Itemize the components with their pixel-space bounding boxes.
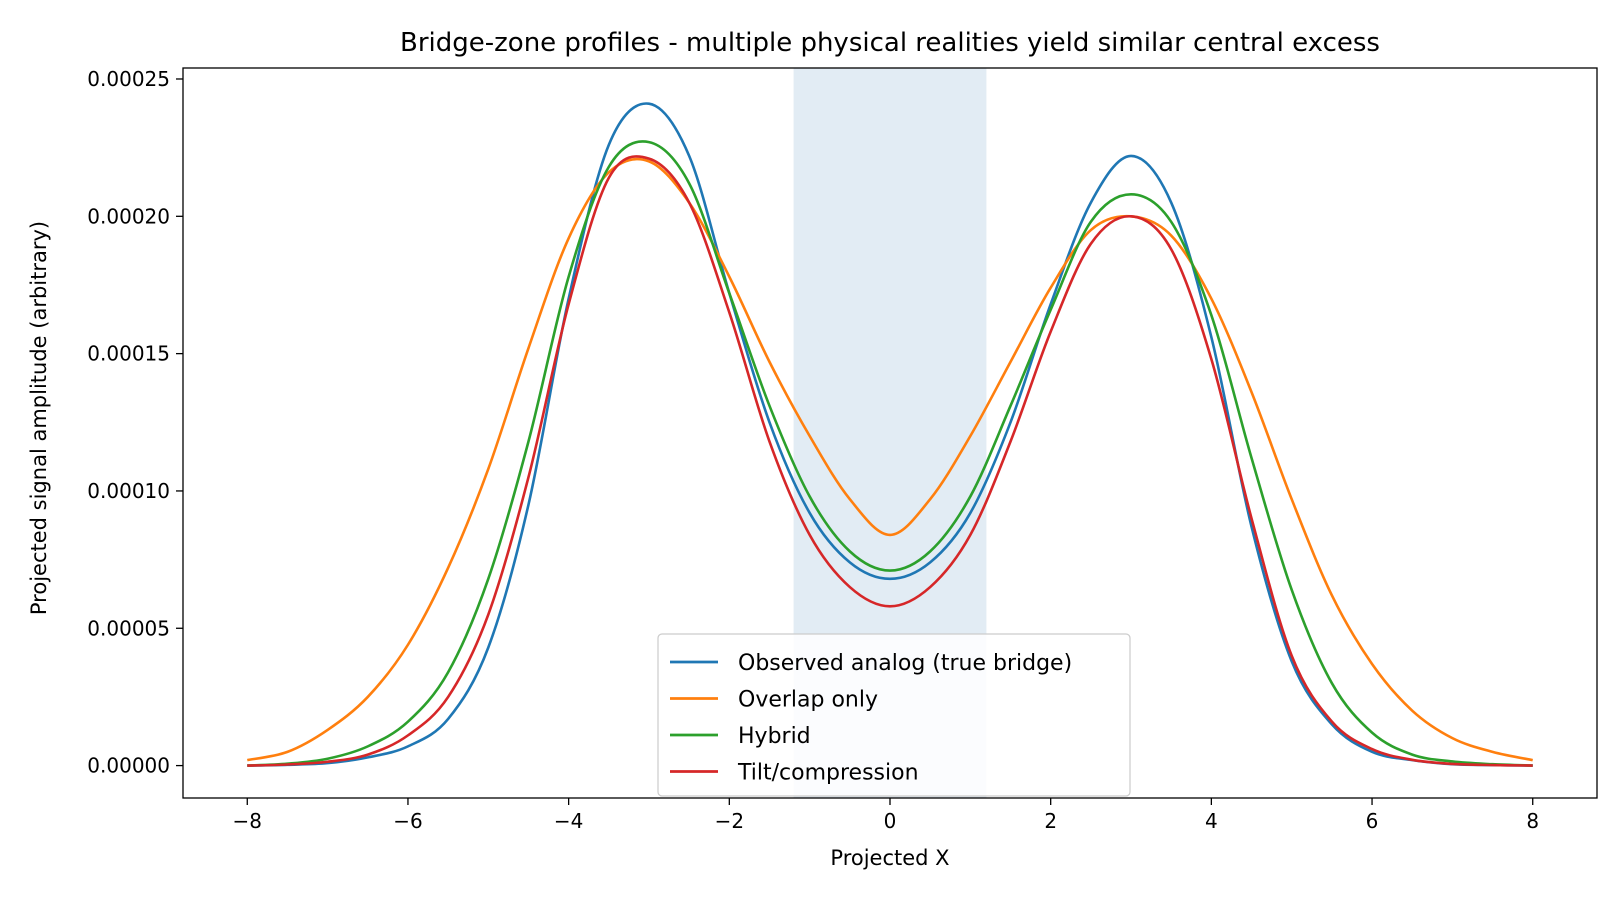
y-axis-title: Projected signal amplitude (arbitrary) — [27, 221, 51, 615]
series-line-3 — [247, 155, 1533, 767]
y-tick-label: 0.00010 — [87, 479, 170, 503]
y-tick-label: 0.00020 — [87, 204, 170, 228]
x-tick-label: −4 — [554, 809, 583, 833]
legend-label-1: Overlap only — [738, 688, 878, 713]
legend: Observed analog (true bridge) Overlap onl… — [657, 633, 1131, 797]
series-line-0 — [247, 102, 1533, 767]
y-tick-label: 0.00015 — [87, 342, 170, 366]
legend-label-2: Hybrid — [738, 724, 811, 749]
x-tick-label: 0 — [884, 809, 897, 833]
y-tick-label: 0.00000 — [87, 754, 170, 778]
legend-label-0: Observed analog (true bridge) — [738, 651, 1072, 676]
x-tick-label: 4 — [1205, 809, 1218, 833]
y-tick-label: 0.00025 — [87, 67, 170, 91]
series-line-2 — [247, 140, 1533, 767]
legend-label-3: Tilt/compression — [737, 761, 919, 786]
legend-box — [657, 633, 1131, 797]
chart-title: Bridge-zone profiles - multiple physical… — [400, 28, 1380, 58]
x-tick-label: 2 — [1044, 809, 1057, 833]
x-tick-label: −8 — [233, 809, 262, 833]
x-axis-title: Projected X — [830, 846, 949, 870]
series-line-1 — [247, 157, 1533, 762]
x-tick-label: −2 — [715, 809, 744, 833]
x-tick-label: 8 — [1526, 809, 1539, 833]
x-tick-label: −6 — [393, 809, 422, 833]
x-tick-label: 6 — [1366, 809, 1379, 833]
y-tick-label: 0.00005 — [87, 616, 170, 640]
